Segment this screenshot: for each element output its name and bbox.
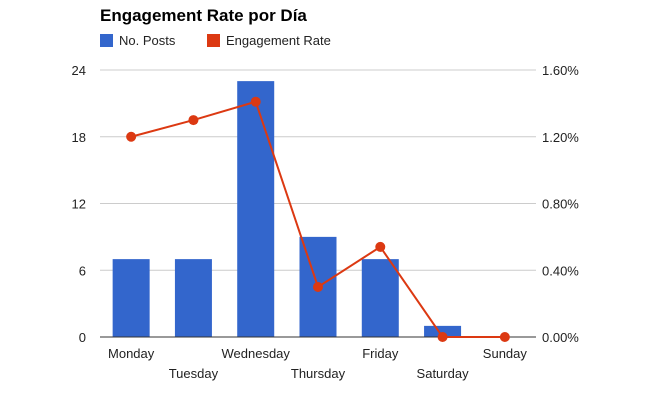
x-tick-label: Tuesday bbox=[169, 366, 219, 381]
x-tick-label: Sunday bbox=[483, 346, 528, 361]
legend-label: Engagement Rate bbox=[226, 33, 331, 48]
chart-title: Engagement Rate por Día bbox=[100, 6, 307, 25]
bar-friday bbox=[361, 259, 399, 337]
engagement-point-saturday bbox=[437, 332, 448, 342]
legend-item-engagement[interactable]: Engagement Rate bbox=[207, 33, 331, 48]
x-tick-label: Thursday bbox=[291, 366, 346, 381]
bar-monday bbox=[112, 259, 150, 337]
x-tick-label: Saturday bbox=[417, 366, 470, 381]
engagement-point-friday bbox=[375, 241, 386, 252]
right-tick-label: 0.00% bbox=[542, 330, 579, 345]
bar-wednesday bbox=[237, 81, 275, 337]
x-tick-label: Monday bbox=[108, 346, 155, 361]
engagement-point-sunday bbox=[499, 332, 510, 342]
left-tick-label: 18 bbox=[72, 130, 86, 145]
legend-swatch bbox=[207, 34, 220, 47]
x-tick-label: Wednesday bbox=[222, 346, 291, 361]
right-tick-label: 1.20% bbox=[542, 130, 579, 145]
right-tick-label: 0.40% bbox=[542, 263, 579, 278]
engagement-point-monday bbox=[126, 131, 137, 142]
bar-saturday bbox=[424, 325, 462, 337]
legend-swatch bbox=[100, 34, 113, 47]
bar-tuesday bbox=[174, 259, 212, 337]
engagement-point-thursday bbox=[313, 281, 323, 292]
legend-item-posts[interactable]: No. Posts bbox=[100, 33, 175, 48]
x-tick-label: Friday bbox=[362, 346, 399, 361]
left-tick-label: 24 bbox=[72, 63, 86, 78]
engagement-point-tuesday bbox=[188, 115, 199, 126]
right-tick-label: 1.60% bbox=[542, 63, 579, 78]
left-tick-label: 12 bbox=[72, 197, 86, 212]
left-tick-label: 6 bbox=[79, 263, 86, 278]
legend-label: No. Posts bbox=[119, 33, 176, 48]
right-tick-label: 0.80% bbox=[542, 197, 579, 212]
left-tick-label: 0 bbox=[79, 330, 86, 345]
engagement-point-wednesday bbox=[250, 96, 261, 107]
